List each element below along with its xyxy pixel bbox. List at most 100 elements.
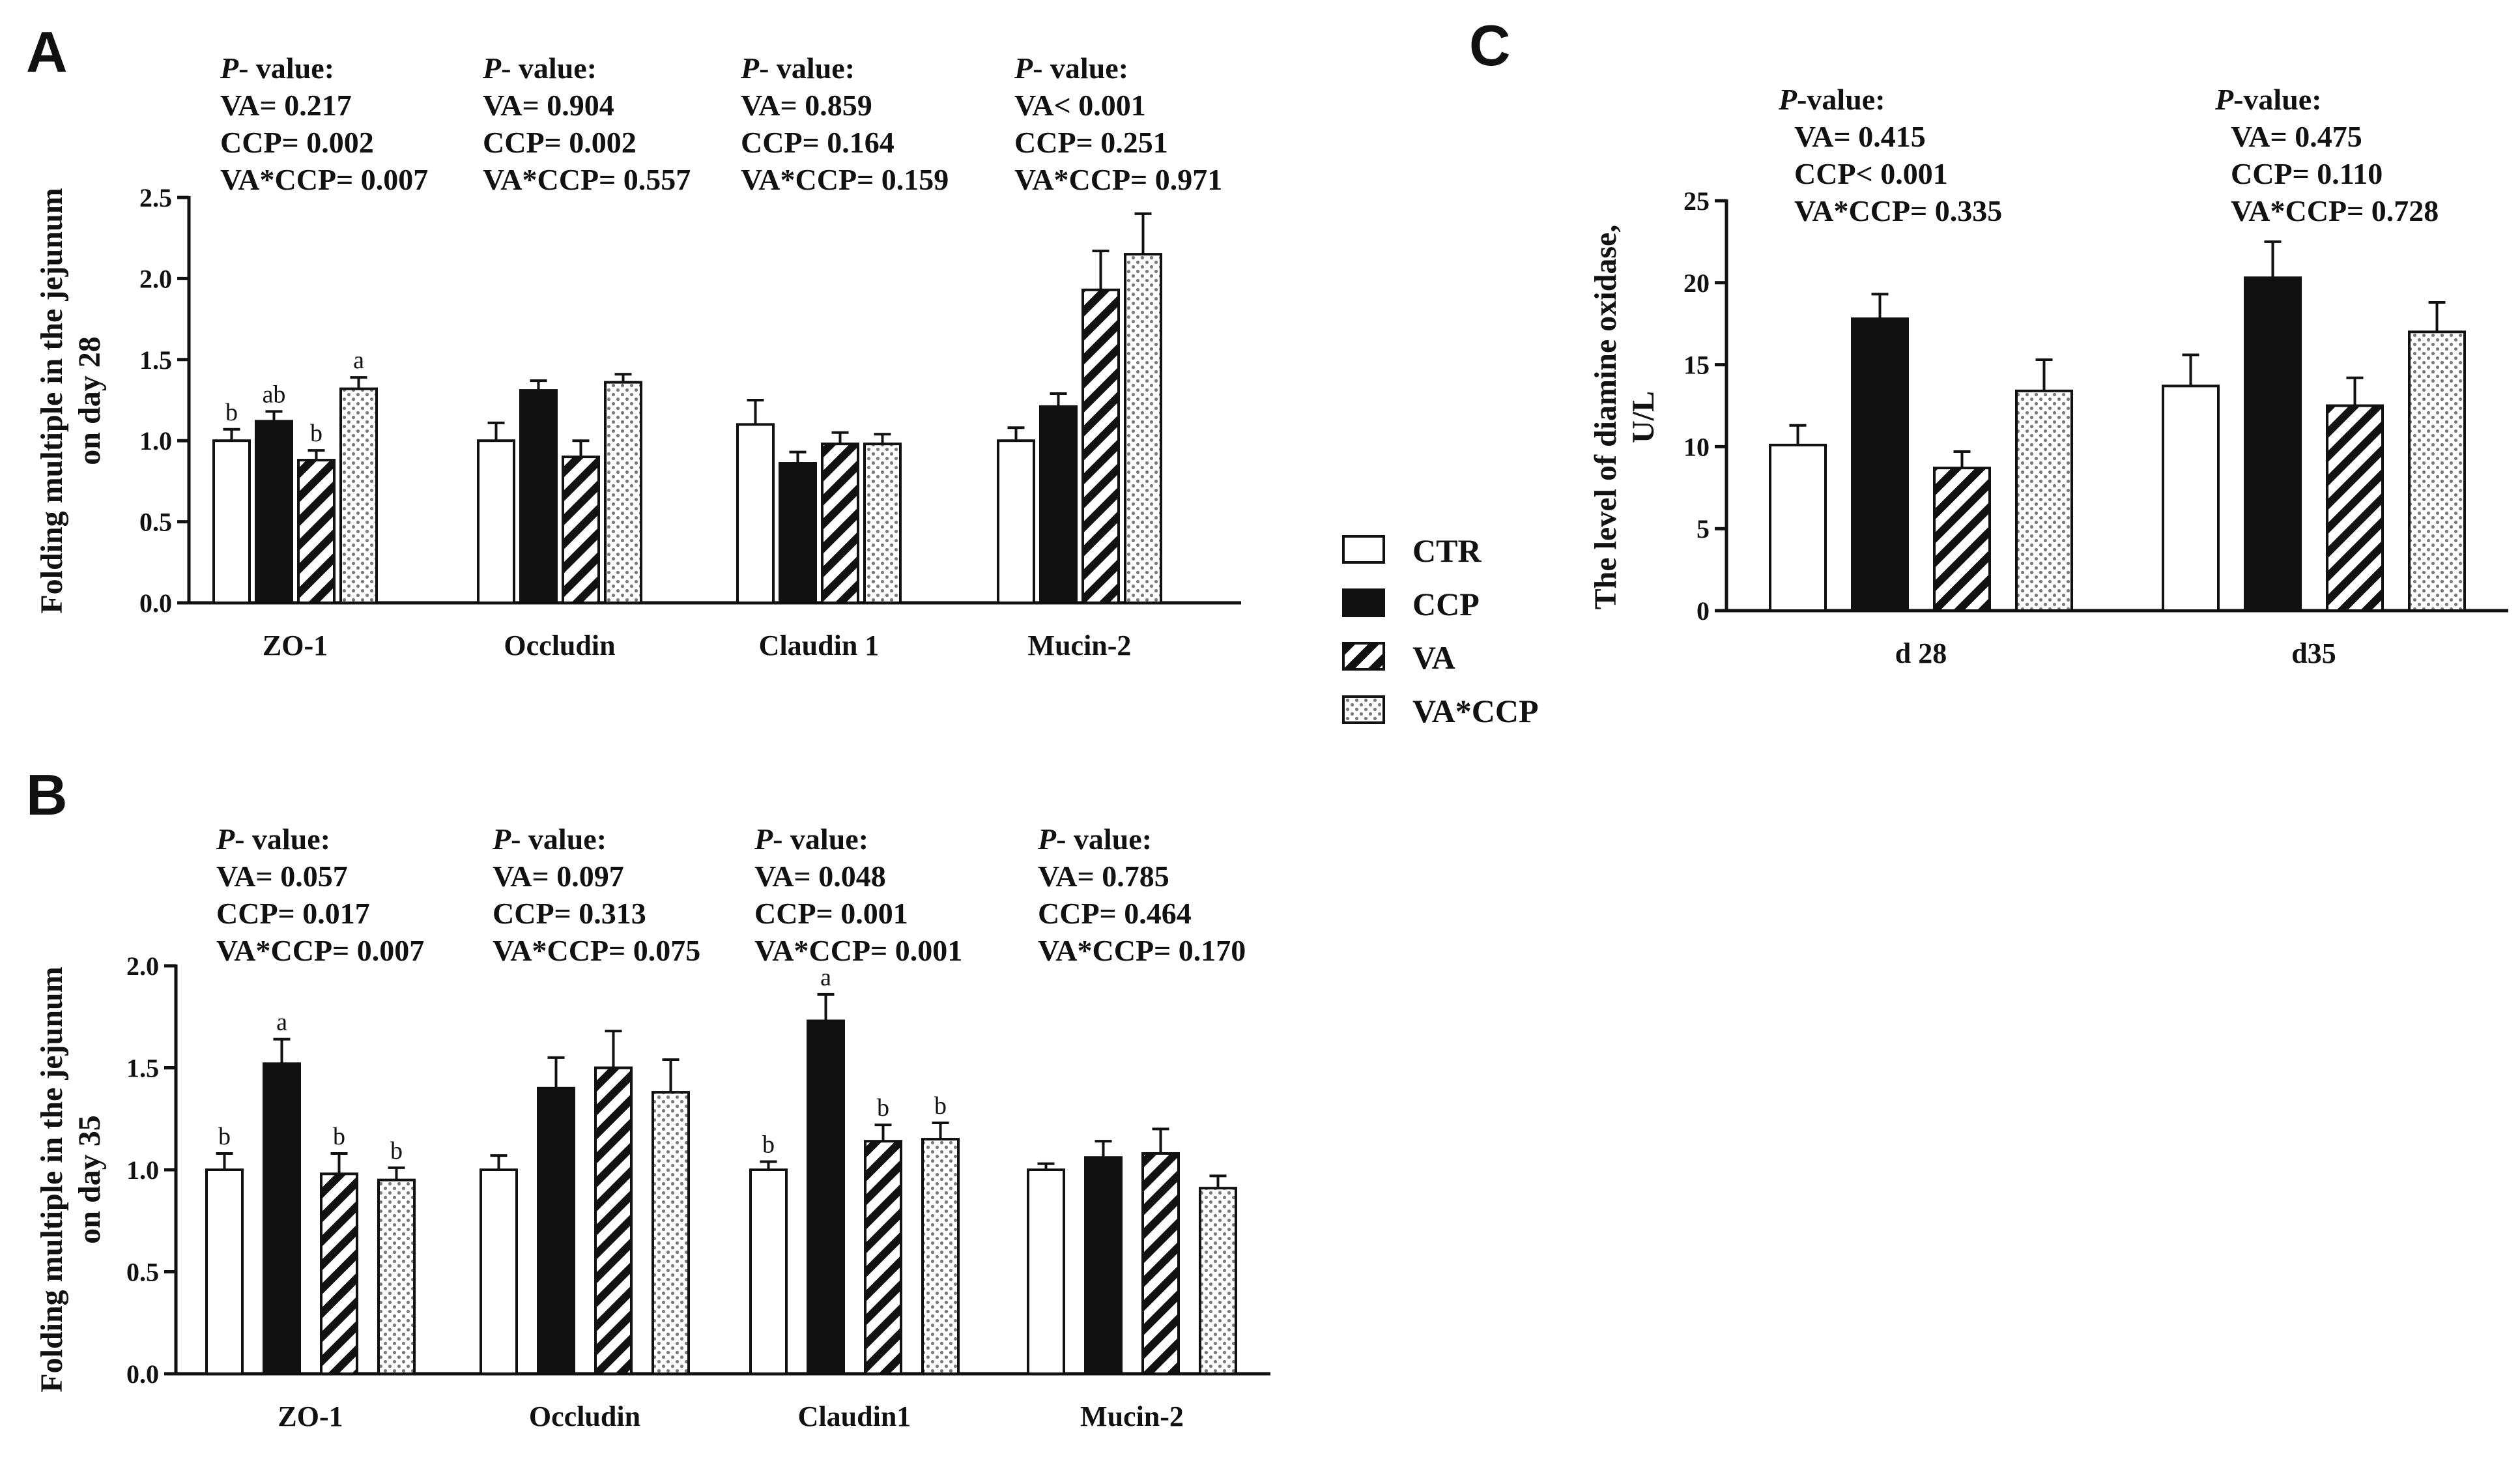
p-value-header-p: P [482,51,502,85]
p-value-line: VA= 0.859 [741,89,872,122]
p-value-header: P- value: [1037,822,1152,856]
x-category-label: Mucin-2 [1080,1400,1184,1432]
bar-b-va-ccp-3 [921,1138,960,1376]
significance-letter: b [310,420,322,447]
p-value-line: VA= 0.217 [220,89,352,122]
bar-c-ctr-2 [2162,384,2220,612]
bar-a-ccp-1 [255,420,293,604]
p-value-line: CCP= 0.251 [1014,126,1168,159]
chart-panel-a: A Folding multiple in the jejunum on day… [26,20,1241,661]
legend-label-ccp: CCP [1412,586,1480,622]
p-value-line: CCP= 0.001 [754,897,908,930]
y-tick-label: 20 [1683,268,1710,298]
bar-b-va-ccp-4 [1199,1187,1237,1376]
y-tick-label: 10 [1683,432,1710,461]
p-value-header-rest: - value: [511,822,607,856]
y-axis-label-b: Folding multiple in the jejunum on day 3… [35,966,107,1392]
p-value-header: P- value: [482,51,597,85]
legend-item-ccp: CCP [1342,586,1480,622]
bar-b-va-1 [320,1172,358,1375]
bar-b-ccp-4 [1084,1156,1123,1375]
y-tick-label: 5 [1697,514,1710,544]
bar-b-va-2 [594,1066,633,1375]
y-tick-label: 2.0 [139,264,172,293]
bar-b-ccp-1 [263,1062,301,1375]
bar-b-va-4 [1141,1152,1180,1375]
y-axis-label-c-line2: U/L [1626,391,1661,443]
significance-letter: b [877,1094,889,1122]
y-tick-label: 0 [1697,596,1710,626]
p-value-line: VA= 0.415 [1794,120,1926,153]
bar-a-ctr-1 [212,439,251,605]
legend-swatch-va [1342,642,1385,671]
p-value-line: CCP= 0.164 [741,126,895,159]
x-category-label: Claudin1 [798,1400,911,1432]
p-value-header: P- value: [740,51,855,85]
p-value-header-rest: -value: [2233,83,2321,116]
p-value-header: P- value: [492,822,607,856]
p-value-header-rest: - value: [238,51,334,85]
y-tick-label: 0.0 [126,1359,159,1389]
significance-letter: a [276,1009,287,1036]
y-axis-label-a-line2: on day 28 [72,336,107,465]
y-tick-label: 2.5 [139,183,172,212]
p-value-line: VA*CCP= 0.971 [1014,163,1222,196]
p-value-line: CCP= 0.002 [220,126,374,159]
chart-panel-b: B Folding multiple in the jejunum on day… [26,762,1270,1432]
bar-b-va-ccp-2 [651,1091,690,1376]
p-value-line: CCP< 0.001 [1794,157,1948,190]
bar-a-va-ccp-2 [604,381,642,605]
legend-item-va: VA [1342,639,1455,676]
y-tick-label: 1.5 [126,1054,159,1083]
significance-letter: a [353,347,364,374]
p-value-header-p: P [220,51,239,85]
bar-c-va-2 [2326,404,2384,612]
y-tick-label: 25 [1683,186,1710,216]
bar-b-ccp-3 [807,1019,845,1375]
y-tick-label: 1.0 [126,1155,159,1185]
p-value-header-rest: -value: [1797,83,1885,116]
bar-a-ccp-4 [1039,405,1078,605]
legend-swatch-ccp [1342,588,1385,617]
significance-letter: ab [263,381,286,408]
p-value-header-rest: - value: [1056,822,1152,856]
significance-letter: b [225,399,238,426]
bar-c-va-ccp-2 [2408,330,2466,612]
p-value-header-rest: - value: [501,51,597,85]
p-value-header-p: P [1014,51,1033,85]
p-value-line: VA*CCP= 0.007 [220,163,428,196]
panel-label-b: B [26,762,68,827]
y-tick-label: 0.5 [126,1258,159,1287]
bar-c-ctr-1 [1769,443,1827,612]
legend-label-ctr: CTR [1412,532,1482,569]
y-axis-label-b-line1: Folding multiple in the jejunum [35,966,69,1392]
p-value-header: P- value: [1014,51,1128,85]
y-tick-label: 0.0 [139,588,172,618]
p-value-line: VA*CCP= 0.335 [1794,194,2002,227]
p-value-header-p: P [1778,83,1797,116]
p-value-header-rest: - value: [1033,51,1128,85]
p-value-line: VA= 0.097 [493,860,624,893]
x-category-label: d35 [2291,637,2336,669]
bar-b-ctr-2 [480,1168,518,1375]
panel-label-c: C [1469,13,1511,78]
p-value-header-p: P [216,822,235,856]
legend-item-va-ccp: VA*CCP [1342,693,1539,729]
p-value-header-p: P [1037,822,1057,856]
y-tick-label: 15 [1683,351,1710,380]
p-value-header: P-value: [2214,83,2322,116]
y-tick-label: 2.0 [126,951,159,981]
bar-b-va-ccp-1 [377,1178,416,1376]
bar-a-va-2 [562,456,600,605]
p-value-line: CCP= 0.017 [216,897,370,930]
p-value-header: P-value: [1778,83,1885,116]
x-category-label: Occludin [529,1400,640,1432]
p-value-line: VA= 0.475 [2231,120,2362,153]
bar-a-va-3 [821,442,859,605]
x-category-label: ZO-1 [263,630,328,661]
significance-letter: b [333,1123,345,1150]
bar-b-ctr-1 [205,1168,244,1375]
significance-letter: b [218,1123,231,1150]
